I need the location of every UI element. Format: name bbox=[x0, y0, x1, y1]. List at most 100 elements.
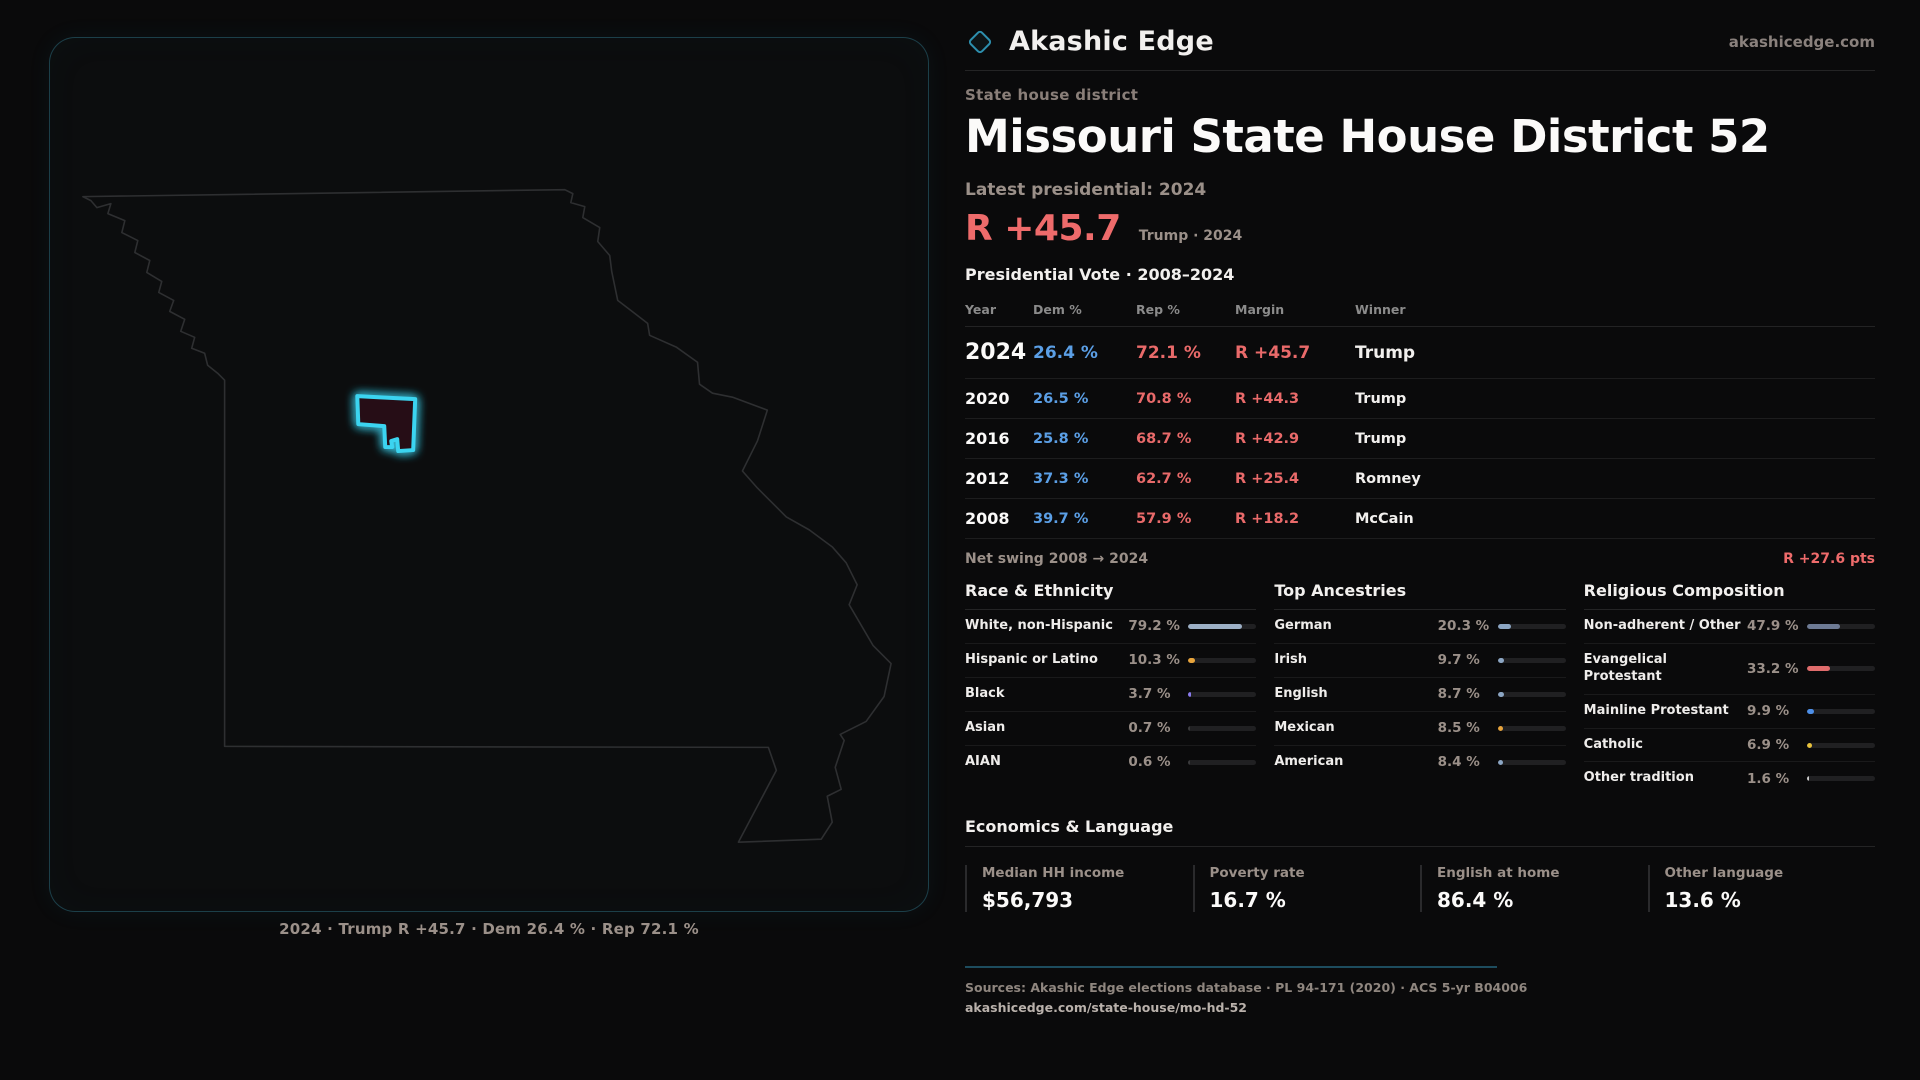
demo-bar bbox=[1188, 657, 1257, 663]
list-item: Irish 9.7 % bbox=[1274, 644, 1566, 678]
cell-dem: 25.8 % bbox=[1033, 430, 1089, 447]
race-ethnicity-column: Race & Ethnicity White, non-Hispanic 79.… bbox=[965, 581, 1257, 795]
demo-bar bbox=[1807, 708, 1875, 714]
headline-margin: R +45.7 Trump · 2024 bbox=[965, 208, 1875, 249]
demo-label: Asian bbox=[965, 719, 1006, 735]
demographics-section: Race & Ethnicity White, non-Hispanic 79.… bbox=[965, 581, 1875, 795]
demo-label: Mexican bbox=[1274, 719, 1335, 735]
demo-bar-fill bbox=[1807, 776, 1809, 782]
demo-value: 6.9 % bbox=[1747, 737, 1790, 753]
table-row[interactable]: 2016 25.8 % 68.7 % R +42.9 Trump bbox=[965, 419, 1875, 459]
stat-value: 13.6 % bbox=[1664, 888, 1741, 913]
race-ethnicity-title: Race & Ethnicity bbox=[965, 581, 1257, 610]
demo-bar-fill bbox=[1497, 725, 1504, 731]
page-title: Missouri State House District 52 bbox=[965, 110, 1770, 163]
net-swing-label: Net swing 2008 → 2024 bbox=[965, 551, 1149, 567]
religion-column: Religious Composition Non-adherent / Oth… bbox=[1583, 581, 1875, 795]
stat-label: Median HH income bbox=[982, 865, 1125, 882]
demo-label: Evangelical Protestant bbox=[1583, 651, 1668, 684]
sources-text: Sources: Akashic Edge elections database… bbox=[965, 980, 1528, 996]
col-winner: Winner bbox=[1355, 302, 1406, 317]
table-title: Presidential Vote · 2008–2024 bbox=[965, 265, 1235, 284]
cell-winner: McCain bbox=[1355, 510, 1414, 527]
headline-margin-context: Trump · 2024 bbox=[1138, 228, 1243, 244]
stat-value: 86.4 % bbox=[1437, 888, 1514, 913]
cell-dem: 39.7 % bbox=[1033, 510, 1089, 527]
stat-label: Other language bbox=[1664, 865, 1784, 882]
detail-panel: Akashic Edge akashicedge.com State house… bbox=[965, 0, 1875, 1015]
demo-bar bbox=[1188, 691, 1257, 697]
demo-bar-fill bbox=[1807, 623, 1840, 629]
demo-bar-fill bbox=[1188, 759, 1191, 765]
cell-margin: R +25.4 bbox=[1235, 470, 1300, 487]
demo-value: 79.2 % bbox=[1128, 618, 1180, 635]
list-item: Mexican 8.5 % bbox=[1274, 712, 1566, 746]
demo-value: 0.7 % bbox=[1128, 720, 1171, 737]
demo-value: 3.7 % bbox=[1128, 686, 1171, 703]
table-row[interactable]: 2008 39.7 % 57.9 % R +18.2 McCain bbox=[965, 499, 1875, 539]
list-item: Black 3.7 % bbox=[965, 678, 1257, 712]
list-item: English 8.7 % bbox=[1274, 678, 1566, 712]
demo-label: Irish bbox=[1274, 651, 1308, 667]
table-row[interactable]: 2024 26.4 % 72.1 % R +45.7 Trump bbox=[965, 327, 1875, 379]
ancestries-column: Top Ancestries German 20.3 % Irish 9.7 %… bbox=[1274, 581, 1566, 795]
demo-bar bbox=[1497, 691, 1566, 697]
demo-value: 8.4 % bbox=[1437, 754, 1480, 770]
stat-card: Other language 13.6 % bbox=[1647, 865, 1876, 913]
header: Akashic Edge akashicedge.com bbox=[965, 26, 1875, 57]
demo-bar-fill bbox=[1807, 666, 1830, 672]
brand-domain[interactable]: akashicedge.com bbox=[1728, 32, 1875, 51]
missouri-map bbox=[82, 188, 892, 843]
economics-title: Economics & Language bbox=[965, 817, 1875, 848]
demo-label: English bbox=[1274, 685, 1328, 701]
demo-bar-fill bbox=[1188, 691, 1191, 697]
demo-value: 47.9 % bbox=[1747, 618, 1799, 635]
demo-label: AIAN bbox=[965, 753, 1001, 769]
cell-year: 2012 bbox=[965, 469, 1010, 488]
table-header-row: Year Dem % Rep % Margin Winner bbox=[965, 294, 1875, 327]
demo-bar-fill bbox=[1497, 657, 1505, 663]
list-item: Non-adherent / Other 47.9 % bbox=[1583, 610, 1875, 644]
cell-winner: Romney bbox=[1355, 470, 1421, 487]
demo-bar-fill bbox=[1497, 691, 1504, 697]
demo-bar bbox=[1807, 776, 1875, 782]
table-row[interactable]: 2020 26.5 % 70.8 % R +44.3 Trump bbox=[965, 379, 1875, 419]
diamond-logo-icon bbox=[968, 30, 992, 53]
demo-bar-fill bbox=[1807, 742, 1812, 748]
stat-label: English at home bbox=[1437, 865, 1560, 882]
demo-bar bbox=[1188, 623, 1257, 629]
stat-card: Poverty rate 16.7 % bbox=[1192, 865, 1421, 913]
demo-value: 33.2 % bbox=[1747, 660, 1799, 677]
col-year: Year bbox=[965, 302, 996, 317]
footer: Sources: Akashic Edge elections database… bbox=[965, 966, 1875, 1015]
stat-value: 16.7 % bbox=[1209, 888, 1286, 913]
demo-value: 9.7 % bbox=[1437, 652, 1480, 669]
demo-value: 8.7 % bbox=[1437, 686, 1480, 703]
list-item: White, non-Hispanic 79.2 % bbox=[965, 610, 1257, 644]
list-item: Evangelical Protestant 33.2 % bbox=[1583, 644, 1875, 695]
demo-bar bbox=[1188, 759, 1257, 765]
cell-rep: 68.7 % bbox=[1136, 430, 1192, 447]
demo-bar-fill bbox=[1188, 725, 1191, 731]
cell-year: 2008 bbox=[965, 509, 1010, 528]
col-rep: Rep % bbox=[1136, 302, 1180, 317]
net-swing-row: Net swing 2008 → 2024 R +27.6 pts bbox=[965, 539, 1875, 577]
demo-label: German bbox=[1274, 618, 1332, 633]
district-highlight-shape[interactable] bbox=[355, 394, 418, 454]
table-row[interactable]: 2012 37.3 % 62.7 % R +25.4 Romney bbox=[965, 459, 1875, 499]
demo-bar-fill bbox=[1807, 708, 1814, 714]
latest-presidential-label: Latest presidential: 2024 bbox=[965, 180, 1207, 200]
cell-rep: 62.7 % bbox=[1136, 470, 1192, 487]
missouri-state-outline bbox=[82, 188, 892, 843]
list-item: Asian 0.7 % bbox=[965, 712, 1257, 746]
demo-label: Non-adherent / Other bbox=[1583, 618, 1741, 633]
religion-title: Religious Composition bbox=[1583, 581, 1875, 610]
ancestries-title: Top Ancestries bbox=[1274, 581, 1566, 610]
net-swing-value: R +27.6 pts bbox=[1783, 551, 1875, 567]
cell-rep: 70.8 % bbox=[1136, 390, 1192, 407]
cell-rep: 72.1 % bbox=[1136, 342, 1201, 363]
demo-bar-fill bbox=[1497, 759, 1504, 765]
cell-dem: 37.3 % bbox=[1033, 470, 1089, 487]
permalink-url[interactable]: akashicedge.com/state-house/mo-hd-52 bbox=[965, 1000, 1247, 1016]
col-dem: Dem % bbox=[1033, 302, 1082, 317]
